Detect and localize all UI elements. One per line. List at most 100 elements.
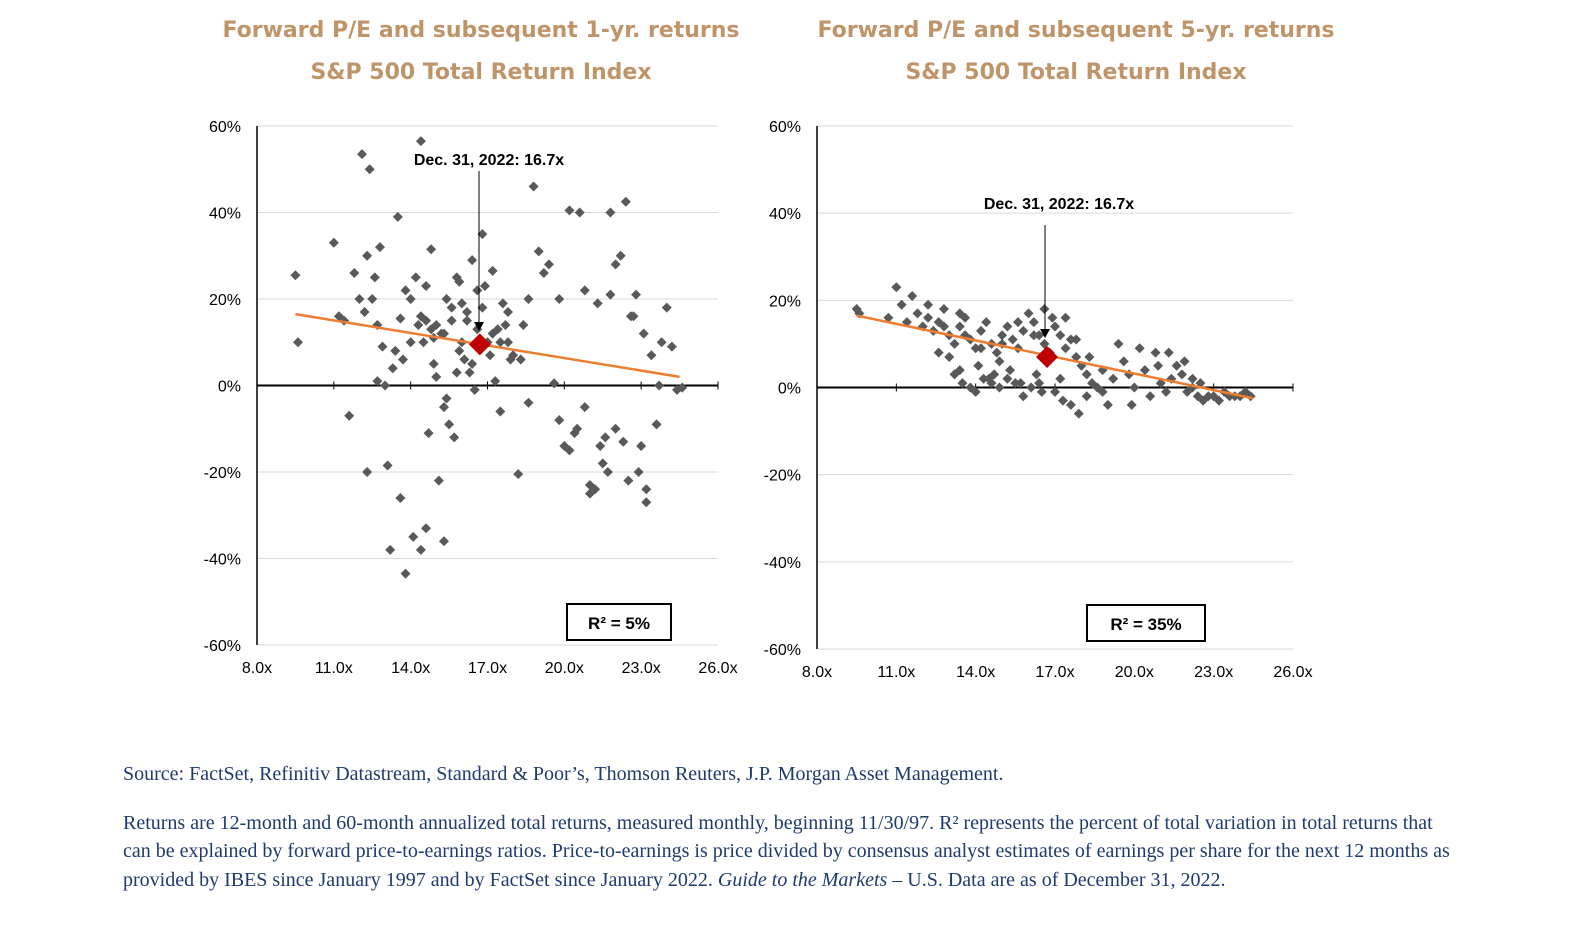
left-data-point <box>462 315 473 326</box>
right-points <box>851 282 1256 419</box>
left-data-point <box>292 337 303 348</box>
left-data-point <box>421 315 432 326</box>
right-y-tick-labels: 60% 40% 20% 0% -20% -40% -60% <box>764 119 801 659</box>
left-data-point <box>572 423 583 434</box>
left-data-point <box>421 281 432 292</box>
right-x-tick-label: 17.0x <box>1035 664 1074 681</box>
left-chart-title-line2: S&P 500 Total Return Index <box>310 60 652 85</box>
left-data-point <box>449 432 460 443</box>
left-data-point <box>610 423 621 434</box>
left-axes <box>256 126 719 645</box>
right-y-tick-label: -60% <box>764 642 801 659</box>
right-data-point <box>1055 330 1066 341</box>
right-data-point <box>1060 343 1071 354</box>
left-data-point <box>469 384 480 395</box>
left-data-point <box>362 250 373 261</box>
right-data-point <box>983 373 994 384</box>
left-data-point <box>400 285 411 296</box>
right-data-point <box>1126 399 1137 410</box>
left-data-point <box>364 164 375 175</box>
right-highlight-group <box>1036 345 1059 368</box>
left-data-point <box>554 294 565 304</box>
left-data-point <box>523 397 534 408</box>
left-data-point <box>508 350 519 361</box>
right-data-point <box>1047 312 1058 323</box>
right-data-point <box>923 299 934 310</box>
left-data-point <box>564 445 575 456</box>
right-data-point <box>1050 321 1060 332</box>
right-data-point <box>1028 330 1039 341</box>
right-data-point <box>1139 365 1150 376</box>
left-data-point <box>579 285 590 296</box>
right-r2-label: R² = 35% <box>1110 615 1181 634</box>
right-data-point <box>1036 386 1047 397</box>
left-data-point <box>646 350 657 361</box>
left-data-point <box>367 294 378 304</box>
right-data-point <box>1102 399 1113 410</box>
right-data-point <box>1050 386 1060 397</box>
right-data-point <box>949 338 960 349</box>
left-x-tick-label: 26.0x <box>698 660 737 677</box>
left-data-point <box>666 341 677 352</box>
right-highlight-point <box>1036 345 1059 368</box>
left-data-point <box>456 298 467 309</box>
right-y-tick-label: 40% <box>769 206 801 223</box>
left-annotation-arrowhead <box>474 322 484 331</box>
left-data-point <box>467 255 478 266</box>
left-y-tick-labels: 60% 40% 20% 0% -20% -40% -60% <box>204 119 241 655</box>
left-data-point <box>426 324 437 335</box>
right-y-tick-label: -40% <box>764 555 801 572</box>
left-data-point <box>413 319 424 330</box>
left-data-point <box>354 294 365 304</box>
left-data-point <box>538 268 549 279</box>
right-data-point <box>954 321 965 332</box>
left-data-point <box>485 350 496 361</box>
right-annotation-label: Dec. 31, 2022: 16.7x <box>984 196 1134 213</box>
left-data-point <box>515 354 526 365</box>
right-data-point <box>1171 360 1182 371</box>
right-x-tick-label: 8.0x <box>802 664 832 681</box>
right-data-point <box>1065 399 1076 410</box>
left-y-tick-label: 0% <box>218 379 241 396</box>
left-data-point <box>392 211 403 222</box>
right-y-tick-label: 60% <box>769 119 801 136</box>
right-data-point <box>994 382 1005 393</box>
right-x-tick-label: 26.0x <box>1273 664 1312 681</box>
methodology-text: Returns are 12-month and 60-month annual… <box>123 811 1450 891</box>
left-y-tick-label: -40% <box>204 552 241 569</box>
right-data-point <box>1073 408 1084 419</box>
left-data-point <box>605 207 616 218</box>
left-data-point <box>385 544 396 555</box>
right-data-point <box>975 325 986 336</box>
left-data-point <box>464 367 475 378</box>
left-data-point <box>390 345 401 356</box>
left-data-point <box>602 467 613 477</box>
left-data-point <box>426 244 437 255</box>
left-data-point <box>651 419 662 430</box>
right-y-tick-label: 20% <box>769 293 801 310</box>
left-data-point <box>605 289 616 300</box>
right-data-point <box>954 308 965 319</box>
right-data-point <box>1023 308 1034 319</box>
left-y-tick-label: -20% <box>204 465 241 482</box>
left-y-tick-label: -60% <box>204 638 241 655</box>
left-data-point <box>418 337 429 348</box>
right-data-point <box>1055 373 1066 384</box>
right-data-point <box>891 282 902 293</box>
left-data-point <box>620 196 631 207</box>
right-data-point <box>1097 386 1108 397</box>
left-data-point <box>446 302 457 313</box>
left-y-tick-label: 40% <box>209 206 241 223</box>
right-r2-box <box>1086 604 1206 642</box>
right-data-point <box>1057 395 1068 406</box>
right-data-point <box>1018 325 1029 336</box>
left-data-point <box>408 531 419 542</box>
left-data-point <box>579 402 590 413</box>
left-data-point <box>500 319 511 330</box>
right-data-point <box>1108 373 1119 384</box>
left-data-point <box>618 436 629 447</box>
left-data-point <box>638 328 649 339</box>
left-data-point <box>595 441 606 452</box>
left-data-point <box>502 337 513 348</box>
